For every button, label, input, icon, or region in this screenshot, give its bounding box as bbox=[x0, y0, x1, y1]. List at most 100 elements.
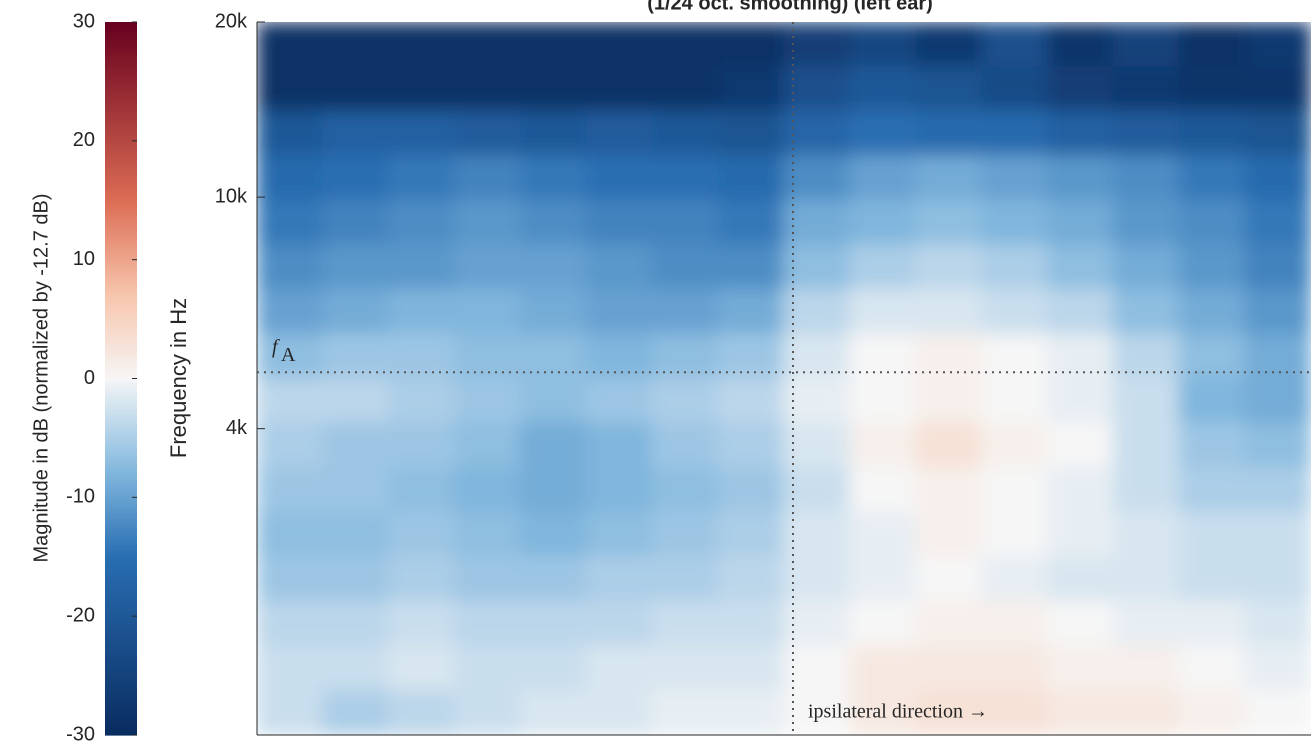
heatmap-cell bbox=[651, 645, 719, 691]
colorbar-swatch bbox=[105, 471, 137, 476]
heatmap-cell bbox=[849, 645, 917, 691]
colorbar-swatch bbox=[105, 325, 137, 330]
colorbar-swatch bbox=[105, 414, 137, 419]
colorbar-swatch bbox=[105, 474, 137, 479]
heatmap-cell bbox=[783, 66, 851, 112]
colorbar-swatch bbox=[105, 503, 137, 508]
colorbar-swatch bbox=[105, 178, 137, 184]
colorbar-swatch bbox=[105, 585, 137, 590]
colorbar-swatch bbox=[105, 442, 137, 447]
heatmap-cell bbox=[981, 22, 1048, 68]
colorbar-swatch bbox=[105, 239, 137, 244]
heatmap-cell bbox=[322, 199, 390, 246]
colorbar-swatch bbox=[105, 610, 137, 615]
heatmap-cell bbox=[1178, 66, 1246, 112]
heatmap-cell bbox=[388, 600, 456, 647]
heatmap-cell bbox=[454, 155, 521, 201]
heatmap-cell bbox=[1112, 199, 1180, 246]
heatmap-cell bbox=[1178, 600, 1246, 647]
colorbar-swatch bbox=[105, 321, 137, 326]
heatmap-cell bbox=[388, 155, 456, 201]
heatmap-cell bbox=[717, 66, 785, 112]
heatmap-cell bbox=[717, 422, 785, 469]
heatmap-cell bbox=[454, 22, 521, 68]
colorbar-swatch bbox=[105, 161, 137, 166]
colorbar-swatch bbox=[105, 617, 137, 622]
colorbar-swatch bbox=[105, 510, 137, 515]
heatmap-cell bbox=[585, 333, 653, 379]
heatmap-cell bbox=[783, 155, 851, 201]
colorbar-swatch bbox=[105, 553, 137, 558]
heatmap-cell bbox=[520, 645, 587, 691]
heatmap-cell bbox=[454, 422, 521, 469]
heatmap-cell bbox=[1178, 22, 1246, 68]
colorbar-swatch bbox=[105, 139, 137, 144]
heatmap-cell bbox=[1244, 556, 1311, 602]
colorbar-swatch bbox=[105, 624, 137, 629]
colorbar-swatch bbox=[105, 481, 137, 487]
colorbar-swatch bbox=[105, 521, 137, 526]
heatmap-cell bbox=[585, 155, 653, 201]
heatmap-cell bbox=[717, 511, 785, 558]
heatmap-cell bbox=[1244, 333, 1311, 379]
heatmap-cell bbox=[1244, 244, 1311, 290]
heatmap-cell bbox=[651, 422, 719, 469]
colorbar-swatch bbox=[105, 314, 137, 319]
colorbar-swatch bbox=[105, 653, 137, 658]
colorbar-swatch bbox=[105, 150, 137, 155]
heatmap-cell bbox=[1244, 378, 1311, 424]
colorbar-swatch bbox=[105, 613, 137, 618]
colorbar-swatch bbox=[105, 631, 137, 636]
heatmap-cell bbox=[915, 556, 983, 602]
heatmap-cell bbox=[520, 110, 587, 157]
heatmap-cell bbox=[1178, 378, 1246, 424]
heatmap-cell bbox=[651, 22, 719, 68]
heatmap-cell bbox=[520, 288, 587, 335]
heatmap-cell bbox=[257, 600, 324, 647]
colorbar-swatch bbox=[105, 489, 137, 494]
heatmap-cell bbox=[651, 199, 719, 246]
heatmap-cell bbox=[1047, 378, 1114, 424]
colorbar-swatch bbox=[105, 250, 137, 255]
colorbar-swatch bbox=[105, 317, 137, 323]
colorbar-swatch bbox=[105, 121, 137, 126]
heatmap-cell bbox=[981, 244, 1048, 290]
colorbar-swatch bbox=[105, 606, 137, 611]
heatmap-cell bbox=[585, 288, 653, 335]
colorbar-swatch bbox=[105, 86, 137, 91]
heatmap-cell bbox=[651, 600, 719, 647]
heatmap-cell bbox=[651, 556, 719, 602]
heatmap-cell bbox=[257, 288, 324, 335]
colorbar-swatch bbox=[105, 196, 137, 201]
colorbar-tick-label: 0 bbox=[84, 367, 95, 389]
colorbar-swatch bbox=[105, 243, 137, 248]
colorbar-swatch bbox=[105, 29, 137, 34]
heatmap-cell bbox=[388, 556, 456, 602]
heatmap-cell bbox=[981, 467, 1048, 513]
colorbar-swatch bbox=[105, 492, 137, 497]
heatmap-cell bbox=[981, 511, 1048, 558]
colorbar-swatch bbox=[105, 677, 137, 683]
colorbar-swatch bbox=[105, 410, 137, 415]
heatmap-cell bbox=[915, 288, 983, 335]
heatmap-cell bbox=[585, 110, 653, 157]
colorbar-swatch bbox=[105, 100, 137, 105]
heatmap-cell bbox=[717, 556, 785, 602]
heatmap-cell bbox=[849, 199, 917, 246]
colorbar-swatch bbox=[105, 339, 137, 344]
colorbar-swatch bbox=[105, 132, 137, 137]
heatmap-cell bbox=[915, 66, 983, 112]
heatmap-cell bbox=[981, 422, 1048, 469]
heatmap-cell bbox=[783, 199, 851, 246]
heatmap-cell bbox=[585, 645, 653, 691]
heatmap-cell bbox=[1112, 600, 1180, 647]
heatmap-cell bbox=[1047, 600, 1114, 647]
heatmap-cell bbox=[520, 422, 587, 469]
colorbar-swatch bbox=[105, 478, 137, 483]
heatmap-cell bbox=[388, 645, 456, 691]
colorbar-swatch bbox=[105, 214, 137, 219]
chart-title: (1/24 oct. smoothing) (left ear) bbox=[647, 0, 933, 14]
colorbar-swatch bbox=[105, 535, 137, 540]
colorbar-swatch bbox=[105, 517, 137, 522]
heatmap-cell bbox=[783, 22, 851, 68]
